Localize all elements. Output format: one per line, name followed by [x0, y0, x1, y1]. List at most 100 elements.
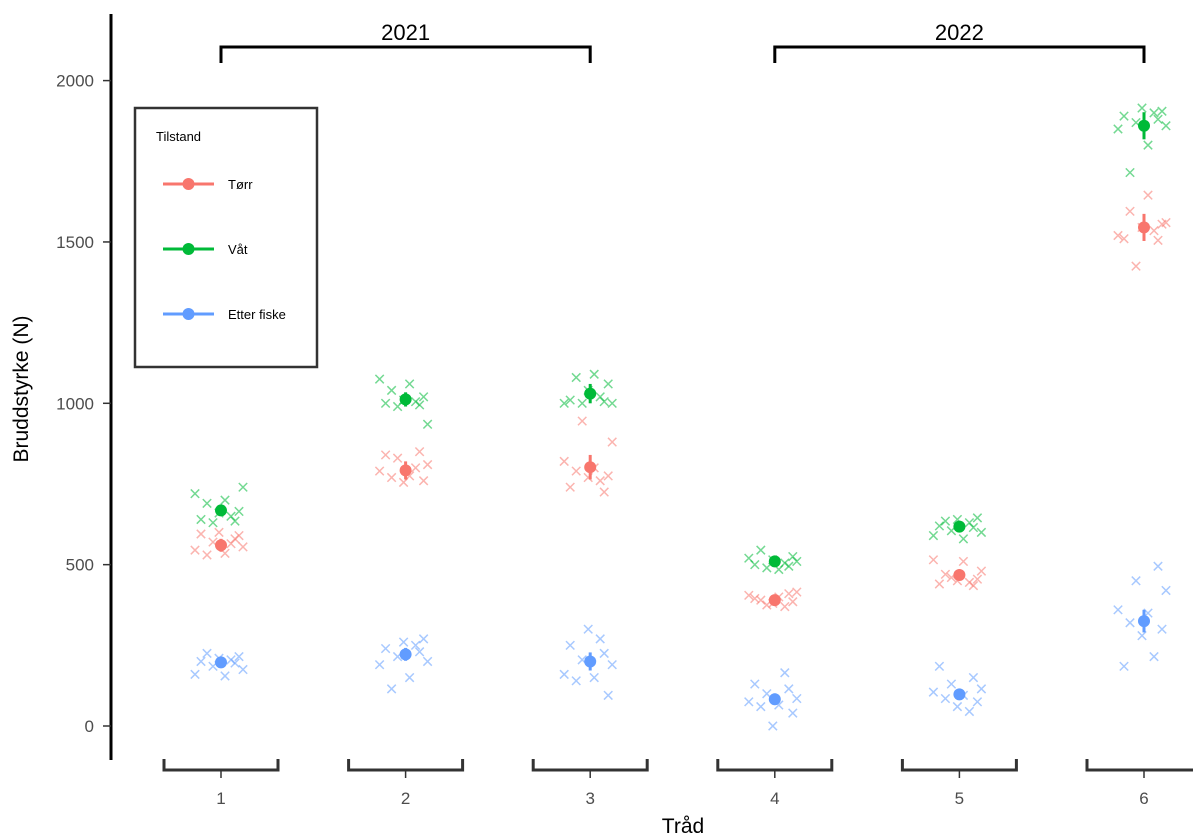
data-point-marker: [214, 527, 224, 538]
data-point-marker: [972, 574, 983, 584]
data-point-marker: [928, 555, 939, 565]
data-point-marker: [559, 398, 569, 409]
data-point-marker: [202, 498, 212, 509]
legend-key-point: [182, 178, 195, 190]
mean-point: [215, 504, 227, 517]
y-tick-label: 500: [66, 556, 94, 575]
legend-label: Tørr: [228, 177, 253, 192]
data-point-marker: [1153, 235, 1163, 246]
data-point-marker: [1125, 206, 1135, 217]
data-point-marker: [404, 672, 415, 683]
x-tick-label: 5: [955, 789, 964, 808]
data-point-marker: [202, 648, 212, 659]
group-label: 2022: [935, 20, 984, 45]
data-point-marker: [577, 398, 587, 409]
mean-point: [953, 568, 966, 581]
data-point-marker: [595, 634, 605, 644]
data-point-marker: [780, 601, 790, 612]
data-point-marker: [780, 668, 790, 678]
data-point-marker: [374, 466, 385, 476]
data-point-marker: [784, 684, 794, 694]
data-point-marker: [410, 640, 421, 651]
data-point-marker: [972, 513, 983, 523]
data-point-marker: [404, 379, 415, 389]
data-point-marker: [230, 658, 240, 668]
legend-box: [133, 106, 319, 369]
data-point-marker: [202, 550, 212, 560]
data-point-marker: [768, 721, 778, 731]
data-point-marker: [784, 561, 794, 571]
x-tick-label: 3: [585, 789, 594, 808]
x-category-bracket: [716, 759, 834, 772]
x-axis-title: Tråd: [662, 815, 704, 838]
data-point-marker: [1157, 106, 1167, 116]
data-point-marker: [380, 450, 391, 460]
legend: Tilstand Tørr Våt Etter fiske: [133, 106, 319, 369]
data-point-marker: [940, 569, 951, 580]
data-point-marker: [577, 416, 587, 426]
data-point-marker: [792, 587, 802, 597]
data-point-marker: [418, 476, 429, 486]
data-point-marker: [422, 459, 433, 470]
x-category-bracket: [1085, 759, 1193, 772]
data-point-marker: [744, 590, 754, 601]
data-point-marker: [744, 553, 754, 563]
data-point-marker: [968, 522, 979, 533]
data-point-marker: [1143, 190, 1153, 200]
data-point-marker: [220, 671, 230, 681]
legend-title: Tilstand: [156, 129, 201, 144]
data-point-marker: [1161, 585, 1171, 596]
data-point-marker: [762, 563, 772, 573]
data-point-marker: [196, 656, 206, 667]
x-category-bracket: [531, 759, 649, 772]
data-point-marker: [374, 374, 385, 384]
y-tick-label: 1000: [56, 394, 94, 413]
data-point-marker: [386, 684, 397, 694]
data-point-marker: [968, 580, 979, 591]
data-point-marker: [958, 556, 969, 567]
x-tick-label: 4: [770, 789, 779, 808]
data-point-marker: [750, 593, 760, 604]
mean-point: [768, 693, 781, 706]
data-point-marker: [1143, 140, 1153, 150]
data-point-marker: [392, 401, 403, 412]
data-point-marker: [418, 634, 429, 644]
data-point-marker: [238, 664, 248, 675]
data-point-marker: [589, 369, 599, 379]
year-brackets: 2021 2022: [219, 20, 1146, 63]
mean-point: [953, 688, 966, 701]
data-point-marker: [756, 595, 766, 605]
data-point-marker: [414, 647, 425, 657]
data-point-marker: [952, 701, 963, 712]
data-point-marker: [603, 471, 613, 481]
data-point-marker: [414, 400, 425, 410]
y-axis: 0 500 1000 1500 2000: [56, 14, 113, 760]
data-point-marker: [571, 372, 581, 383]
data-point-marker: [1113, 124, 1123, 134]
mean-point: [215, 656, 227, 669]
data-point-marker: [1149, 108, 1159, 118]
data-point-marker: [1157, 624, 1167, 634]
data-point-marker: [928, 687, 939, 697]
data-point-marker: [934, 661, 945, 672]
y-axis-title: Bruddstyrke (N): [10, 315, 33, 462]
data-point-marker: [230, 516, 240, 526]
data-point-marker: [595, 476, 605, 486]
data-point-marker: [386, 472, 397, 483]
data-point-marker: [398, 477, 409, 488]
data-point-marker: [392, 453, 403, 463]
data-point-marker: [583, 624, 593, 634]
data-point-marker: [565, 640, 575, 651]
mean-point: [584, 461, 597, 474]
mean-point: [768, 594, 781, 607]
data-point-marker: [196, 514, 206, 525]
mean-point: [399, 464, 412, 477]
data-point-marker: [1161, 217, 1171, 228]
mean-point: [1138, 221, 1150, 234]
data-point-marker: [1149, 651, 1159, 662]
data-point-marker: [750, 679, 760, 689]
data-point-marker: [940, 693, 951, 704]
data-point-marker: [1113, 230, 1123, 241]
data-point-marker: [410, 463, 421, 473]
